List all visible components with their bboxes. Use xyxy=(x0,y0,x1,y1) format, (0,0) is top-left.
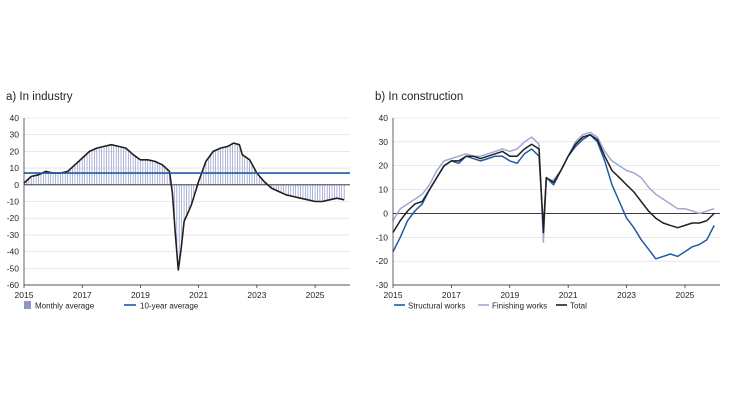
y-tick: 0 xyxy=(383,208,388,218)
y-tick: 0 xyxy=(14,180,19,190)
y-tick: 40 xyxy=(10,113,20,123)
y-ticks-construction: 40 30 20 10 0 -10 -20 -30 xyxy=(376,113,389,290)
grid-industry xyxy=(24,117,350,286)
y-tick: -20 xyxy=(376,256,389,266)
x-ticks-industry: 2015 2017 2019 2021 2023 2025 xyxy=(15,290,325,300)
y-tick: 20 xyxy=(379,161,389,171)
series-line-structural-works xyxy=(392,133,715,260)
panel-construction: b) In construction 40 30 20 10 0 -10 -20… xyxy=(375,91,720,311)
y-tick: 30 xyxy=(10,130,20,140)
y-tick: 20 xyxy=(10,146,20,156)
lines-industry xyxy=(23,142,350,271)
x-tick: 2015 xyxy=(384,290,403,300)
x-tick: 2017 xyxy=(442,290,461,300)
y-tick: -50 xyxy=(7,263,20,273)
legend-label-10-year-average: 10-year average xyxy=(140,302,199,311)
y-tick: -60 xyxy=(7,280,20,290)
lines-construction xyxy=(392,131,720,260)
y-tick: -10 xyxy=(7,197,20,207)
axes-construction xyxy=(392,118,720,288)
axes-industry xyxy=(23,118,350,288)
x-tick: 2019 xyxy=(131,290,150,300)
y-tick: -20 xyxy=(7,213,20,223)
x-tick: 2021 xyxy=(559,290,578,300)
y-tick: -40 xyxy=(7,247,20,257)
legend-label-finishing-works: Finishing works xyxy=(492,302,547,311)
panel-title-construction: b) In construction xyxy=(375,91,463,103)
y-tick: -30 xyxy=(376,280,389,290)
x-tick: 2025 xyxy=(306,290,325,300)
y-tick: -30 xyxy=(7,230,20,240)
legend-construction: Structural works Finishing works Total xyxy=(394,302,587,311)
x-tick: 2021 xyxy=(189,290,208,300)
grid-construction xyxy=(393,117,720,286)
series-line-monthly-average xyxy=(23,142,345,271)
y-tick: -10 xyxy=(376,232,389,242)
y-tick: 30 xyxy=(379,137,389,147)
y-ticks-industry: 40 30 20 10 0 -10 -20 -30 -40 -50 -60 xyxy=(7,113,20,290)
x-tick: 2019 xyxy=(500,290,519,300)
x-tick: 2023 xyxy=(617,290,636,300)
legend-label-total: Total xyxy=(570,302,587,311)
bars-monthly-average xyxy=(23,143,345,263)
x-tick: 2017 xyxy=(73,290,92,300)
x-tick: 2015 xyxy=(15,290,34,300)
x-tick: 2023 xyxy=(247,290,266,300)
x-ticks-construction: 2015 2017 2019 2021 2023 2025 xyxy=(384,290,695,300)
x-tick: 2025 xyxy=(676,290,695,300)
series-line-finishing-works xyxy=(392,131,715,243)
legend-label-structural-works: Structural works xyxy=(408,302,465,311)
panel-title-industry: a) In industry xyxy=(6,91,73,103)
legend-label-monthly-average: Monthly average xyxy=(35,302,95,311)
legend-swatch-monthly-average xyxy=(24,301,31,309)
y-tick: 40 xyxy=(379,113,389,123)
y-tick: 10 xyxy=(379,185,389,195)
panel-industry: a) In industry 40 30 20 10 0 -10 -20 -30… xyxy=(6,91,350,311)
series-line-total xyxy=(392,133,715,234)
y-tick: 10 xyxy=(10,163,20,173)
legend-industry: Monthly average 10-year average xyxy=(24,301,199,311)
